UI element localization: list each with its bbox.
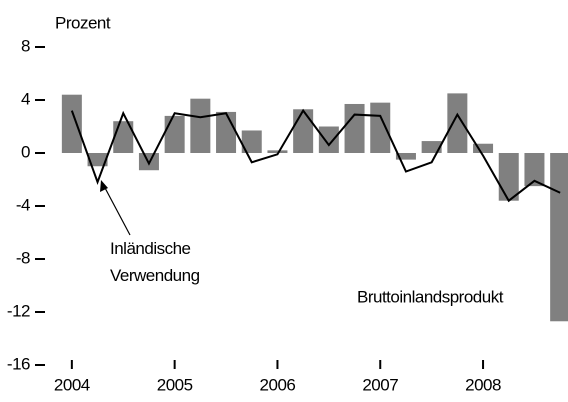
bar [267, 150, 288, 153]
series-label: Bruttoinlandsprodukt [357, 287, 504, 306]
y-tick-label: 4 [21, 89, 30, 108]
bar [524, 153, 545, 187]
y-tick-label: 8 [21, 36, 30, 55]
x-tick-label: 2006 [260, 375, 296, 394]
bar [473, 143, 494, 153]
line [70, 108, 561, 203]
y-tick-label: -16 [7, 354, 30, 373]
x-tick-label: 2007 [362, 375, 398, 394]
y-tick-label: 0 [21, 142, 30, 161]
bar [241, 130, 262, 153]
bar [550, 153, 568, 322]
bar [216, 111, 237, 153]
x-tick-label: 2004 [54, 375, 90, 394]
arrow-line [103, 185, 131, 236]
bar [447, 93, 468, 153]
x-tick-label: 2008 [465, 375, 501, 394]
bar [87, 153, 108, 167]
series-label: Inländische Verwendung [110, 239, 200, 285]
bar [164, 115, 185, 153]
bar [318, 126, 339, 153]
y-tick-label: -12 [7, 301, 30, 320]
bar [421, 141, 442, 153]
bar [344, 103, 365, 153]
x-tick-label: 2005 [157, 375, 193, 394]
y-axis-label: Prozent [55, 13, 111, 32]
bar [61, 94, 82, 153]
bar [370, 102, 391, 153]
bar [190, 98, 211, 153]
bar [293, 109, 314, 153]
arrow-head [100, 180, 108, 192]
bar [395, 153, 416, 160]
y-tick-label: -4 [16, 195, 30, 214]
y-tick-label: -8 [16, 248, 30, 267]
bar [498, 153, 519, 201]
